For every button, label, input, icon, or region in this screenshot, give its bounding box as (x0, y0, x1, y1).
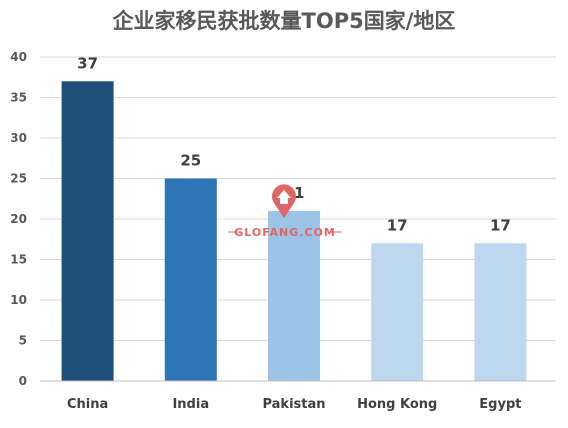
y-tick-label: 10 (10, 293, 27, 307)
y-tick-label: 15 (10, 253, 27, 267)
data-label: 25 (180, 152, 201, 170)
watermark-text: GLOFANG.COM (234, 226, 336, 239)
x-category-label: India (172, 397, 209, 412)
x-category-label: China (67, 397, 108, 412)
location-pin-icon (272, 184, 297, 218)
watermark: GLOFANG.COM (228, 184, 342, 239)
x-category-label: Pakistan (262, 397, 325, 412)
x-category-label: Egypt (479, 397, 521, 412)
y-tick-label: 0 (19, 374, 27, 388)
bars (61, 81, 527, 382)
bar-egypt (474, 243, 527, 381)
x-axis-categories: China India Pakistan Hong Kong Egypt (67, 397, 522, 412)
data-labels: 3725211717 (77, 54, 511, 234)
y-tick-label: 40 (10, 50, 27, 64)
y-tick-label: 30 (10, 131, 27, 145)
chart-title: 企业家移民获批数量TOP5国家/地区 (112, 9, 456, 33)
data-label: 17 (490, 216, 511, 234)
y-tick-label: 5 (19, 334, 27, 348)
x-category-label: Hong Kong (357, 397, 437, 412)
y-tick-label: 25 (10, 172, 27, 186)
bar-pakistan (268, 210, 320, 381)
bar-hong-kong (371, 243, 424, 381)
bar-china (61, 81, 114, 382)
bar-india (164, 178, 217, 381)
y-tick-label: 35 (10, 91, 27, 105)
data-label: 37 (77, 54, 98, 72)
data-label: 17 (387, 216, 408, 234)
y-axis-ticks: 0 5 10 15 20 25 30 35 40 (10, 50, 27, 388)
y-tick-label: 20 (10, 212, 27, 226)
